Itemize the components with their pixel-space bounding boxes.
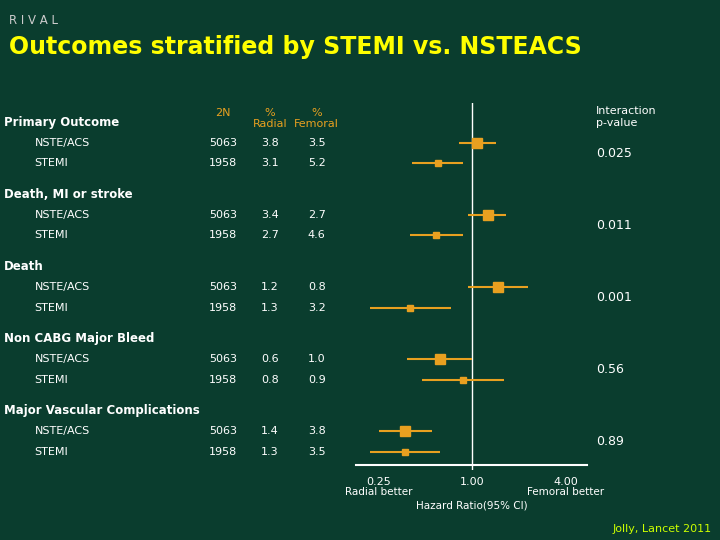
Text: 1958: 1958 <box>209 447 238 456</box>
Text: 2.7: 2.7 <box>261 231 279 240</box>
Text: Death: Death <box>4 260 43 273</box>
Text: 5.2: 5.2 <box>308 158 325 168</box>
Text: STEMI: STEMI <box>35 158 68 168</box>
Text: Major Vascular Complications: Major Vascular Complications <box>4 404 199 417</box>
Text: 5063: 5063 <box>210 138 237 148</box>
Text: NSTE/ACS: NSTE/ACS <box>35 426 90 436</box>
Text: 1.4: 1.4 <box>261 426 279 436</box>
Text: 1958: 1958 <box>209 158 238 168</box>
Text: 1958: 1958 <box>209 302 238 313</box>
Text: 3.2: 3.2 <box>308 302 325 313</box>
Text: 0.025: 0.025 <box>596 147 632 160</box>
Text: 0.8: 0.8 <box>308 282 325 292</box>
Text: 0.9: 0.9 <box>308 375 325 384</box>
Text: 2N: 2N <box>215 107 231 118</box>
Text: 1.3: 1.3 <box>261 447 279 456</box>
Text: 1958: 1958 <box>209 375 238 384</box>
Text: Non CABG Major Bleed: Non CABG Major Bleed <box>4 333 154 346</box>
Text: 3.1: 3.1 <box>261 158 279 168</box>
Text: 0.011: 0.011 <box>596 219 632 232</box>
Text: 0.56: 0.56 <box>596 363 624 376</box>
Text: Radial better: Radial better <box>345 487 413 497</box>
Text: NSTE/ACS: NSTE/ACS <box>35 210 90 220</box>
Text: NSTE/ACS: NSTE/ACS <box>35 282 90 292</box>
Text: 3.5: 3.5 <box>308 138 325 148</box>
Text: STEMI: STEMI <box>35 447 68 456</box>
Text: 3.8: 3.8 <box>308 426 325 436</box>
Text: NSTE/ACS: NSTE/ACS <box>35 354 90 364</box>
Text: 0.89: 0.89 <box>596 435 624 448</box>
Text: NSTE/ACS: NSTE/ACS <box>35 138 90 148</box>
Text: STEMI: STEMI <box>35 375 68 384</box>
Text: 0.6: 0.6 <box>261 354 279 364</box>
Text: 5063: 5063 <box>210 426 237 436</box>
Text: 1.2: 1.2 <box>261 282 279 292</box>
Text: STEMI: STEMI <box>35 302 68 313</box>
Text: Femoral better: Femoral better <box>527 487 604 497</box>
Text: 4.6: 4.6 <box>308 231 325 240</box>
Text: STEMI: STEMI <box>35 231 68 240</box>
Text: 1958: 1958 <box>209 231 238 240</box>
Text: 3.8: 3.8 <box>261 138 279 148</box>
Text: 5063: 5063 <box>210 354 237 364</box>
Text: 5063: 5063 <box>210 282 237 292</box>
Text: 3.5: 3.5 <box>308 447 325 456</box>
Text: Death, MI or stroke: Death, MI or stroke <box>4 188 132 201</box>
Text: 0.8: 0.8 <box>261 375 279 384</box>
Text: 0.001: 0.001 <box>596 291 632 304</box>
Text: 3.4: 3.4 <box>261 210 279 220</box>
Text: 2.7: 2.7 <box>308 210 325 220</box>
Text: Jolly, Lancet 2011: Jolly, Lancet 2011 <box>612 523 711 534</box>
Text: %
Radial: % Radial <box>253 107 287 129</box>
Text: 1.0: 1.0 <box>308 354 325 364</box>
Text: Interaction
p-value: Interaction p-value <box>596 106 657 128</box>
Text: Primary Outcome: Primary Outcome <box>4 117 119 130</box>
Text: R I V A L: R I V A L <box>9 14 58 26</box>
Text: Hazard Ratio(95% CI): Hazard Ratio(95% CI) <box>416 500 528 510</box>
Text: 1.3: 1.3 <box>261 302 279 313</box>
Text: %
Femoral: % Femoral <box>294 107 339 129</box>
Text: Outcomes stratified by STEMI vs. NSTEACS: Outcomes stratified by STEMI vs. NSTEACS <box>9 35 581 59</box>
Text: 5063: 5063 <box>210 210 237 220</box>
